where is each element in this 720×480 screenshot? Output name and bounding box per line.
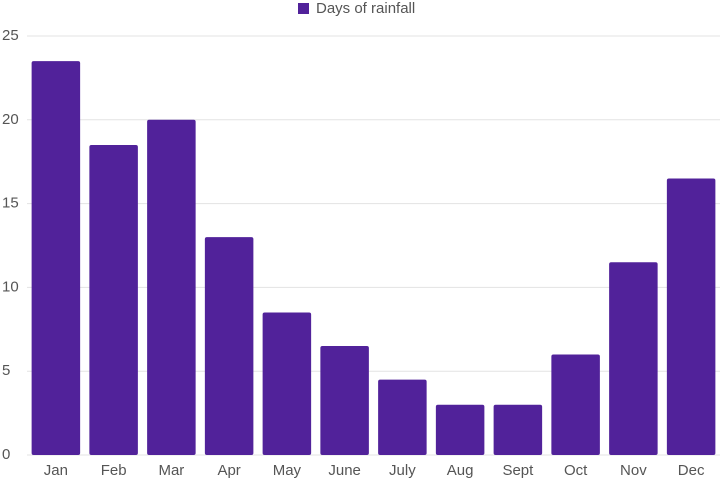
bar [666,178,716,455]
bar [31,61,81,455]
x-tick-label: July [389,462,416,479]
bar [493,404,543,455]
x-tick-label: Apr [217,462,240,479]
x-tick-label: Sept [502,462,534,479]
y-tick-label: 25 [2,27,19,44]
x-tick-label: May [273,462,302,479]
x-tick-label: Mar [158,462,184,479]
x-tick-label: June [328,462,361,479]
bar [609,262,658,455]
x-tick-label: Dec [678,462,705,479]
bar [320,346,369,455]
bar [204,237,254,455]
bar [89,144,138,455]
x-tick-label: Oct [564,462,588,479]
bar [551,354,600,455]
y-tick-label: 15 [2,195,19,212]
y-tick-label: 0 [2,446,10,463]
legend-label: Days of rainfall [316,0,415,17]
x-tick-label: Aug [447,462,474,479]
x-tick-label: Jan [44,462,68,479]
bar [262,312,312,455]
y-tick-label: 10 [2,278,19,295]
bar [435,404,485,455]
bar [378,379,427,455]
y-tick-label: 5 [2,362,10,379]
x-tick-label: Feb [101,462,127,479]
y-tick-label: 20 [2,111,19,128]
bar [147,119,196,456]
x-tick-label: Nov [620,462,647,479]
legend-swatch [298,3,309,14]
